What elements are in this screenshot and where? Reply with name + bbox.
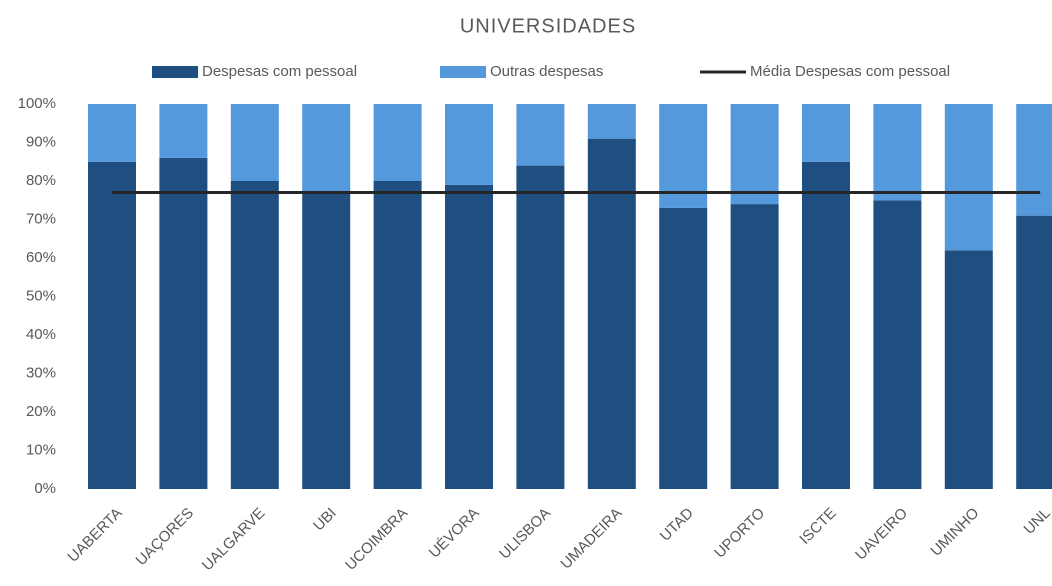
bar-segment [873,200,922,489]
bar-segment [159,104,208,158]
bar-segment [944,104,993,251]
bar-segment [230,104,279,181]
bar-segment [230,181,279,489]
legend-label: Outras despesas [490,63,603,80]
bar-segment [302,104,351,193]
bar-segment [587,138,636,489]
bar-segment [159,157,208,489]
y-tick-label: 70% [26,210,56,227]
x-tick-label: ISCTE [796,505,839,548]
bar-segment [659,207,708,489]
bar-segment [802,104,850,162]
x-tick-label: UAVEIRO [852,505,911,564]
y-tick-label: 50% [26,287,56,304]
x-tick-label: UABERTA [64,505,125,566]
bar-segment [730,104,779,205]
legend-label: Média Despesas com pessoal [750,63,950,80]
bar-segment [88,161,136,489]
bar-segment [944,250,993,489]
bar-segment [516,104,565,166]
y-tick-label: 20% [26,403,56,420]
x-tick-label: ULISBOA [496,505,554,563]
bar-segment [1016,215,1052,489]
x-tick-label: UNL [1021,505,1052,538]
bar-segment [873,104,922,201]
legend-label: Despesas com pessoal [202,63,357,80]
x-tick-label: UMINHO [927,505,982,560]
y-tick-label: 0% [34,480,56,497]
bar-segment [445,104,493,185]
y-tick-label: 30% [26,364,56,381]
bar-segment [587,104,636,139]
bar-segment [802,161,850,489]
bar-segment [1016,104,1052,216]
bar-segment [659,104,708,208]
bar-segment [88,104,136,162]
x-tick-label: UALGARVE [199,505,269,575]
x-tick-label: UCOIMBRA [342,505,411,574]
x-tick-label: UBI [310,505,340,535]
y-tick-label: 80% [26,172,56,189]
y-tick-label: 40% [26,326,56,343]
chart-title: UNIVERSIDADES [460,15,636,37]
bar-segment [373,181,422,489]
y-tick-label: 10% [26,441,56,458]
legend-swatch [152,66,198,78]
y-tick-label: 100% [18,95,56,112]
x-tick-label: UAÇORES [133,505,197,569]
x-tick-label: UÉVORA [426,505,483,562]
y-tick-label: 90% [26,133,56,150]
bar-segment [445,184,493,489]
x-tick-label: UTAD [657,505,697,545]
x-tick-label: UMADEIRA [557,505,625,573]
bar-segment [730,204,779,489]
bar-segment [516,165,565,489]
bar-segment [373,104,422,181]
legend-swatch [440,66,486,78]
bar-segment [302,192,351,490]
x-tick-label: UPORTO [711,505,768,562]
y-tick-label: 60% [26,249,56,266]
